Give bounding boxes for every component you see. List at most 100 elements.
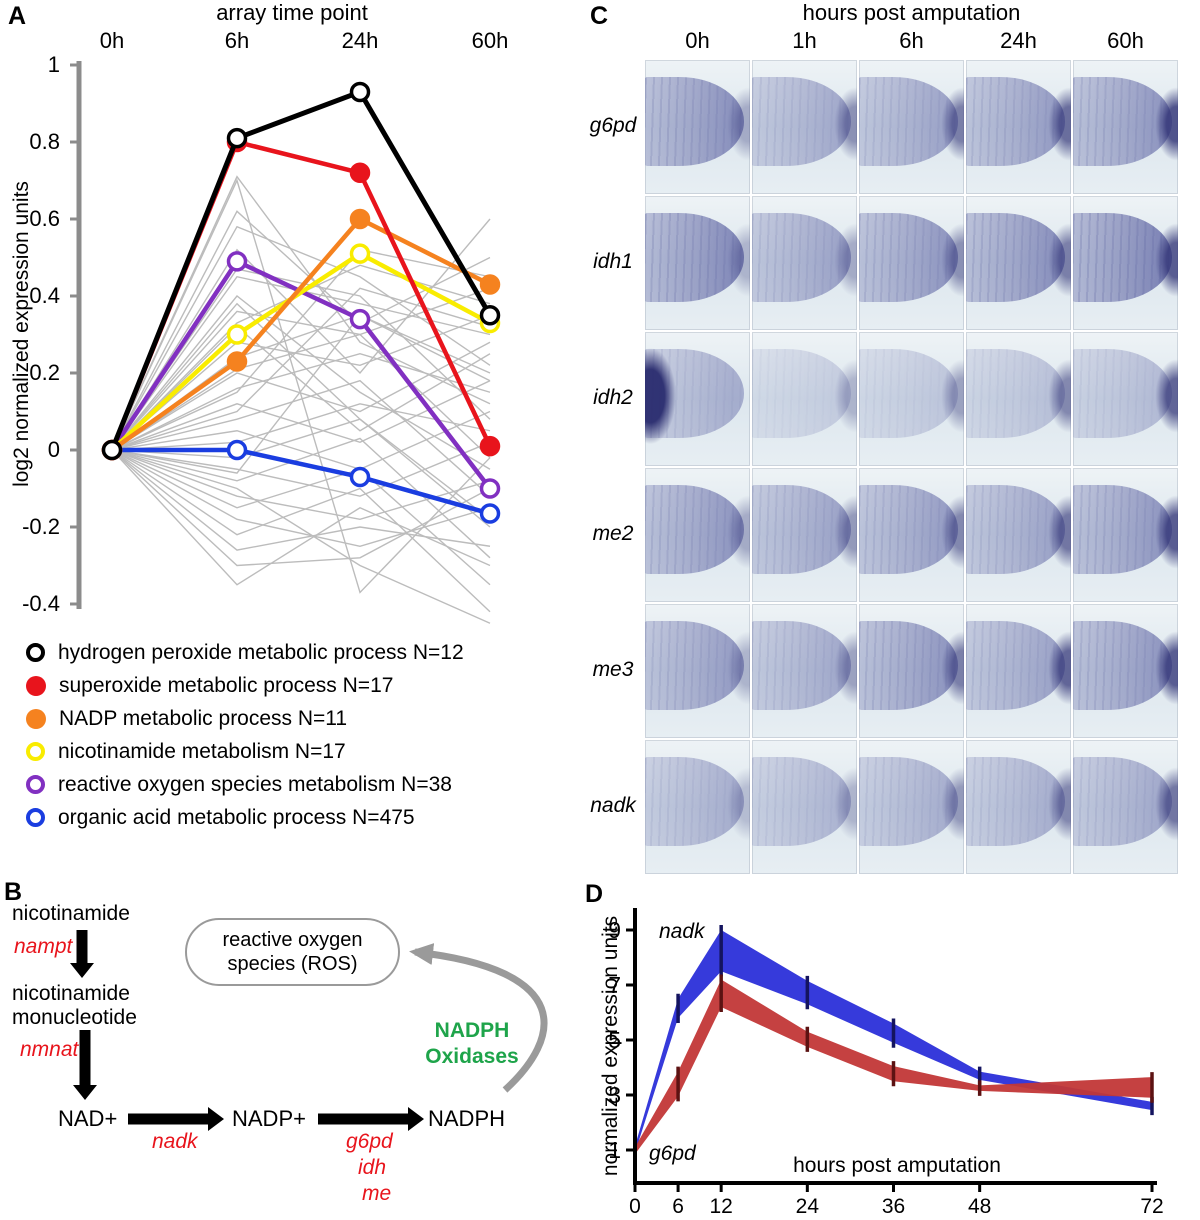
background-line (111, 449, 491, 547)
background-line (111, 314, 491, 474)
legend-marker-icon (26, 708, 46, 729)
specimen-image-idh1-6h (859, 196, 964, 330)
d-x-axis-label: hours post amputation (793, 1154, 1001, 1177)
d-axes: 9 7 5 3 1 0 6 12 24 36 48 72 (608, 908, 1164, 1218)
specimen-image-me2-1h (752, 468, 857, 602)
data-point-marker (226, 251, 248, 272)
background-line (111, 314, 491, 451)
background-line (111, 418, 491, 528)
legend-item: NADP metabolic process N=11 (26, 706, 464, 731)
legend-marker-icon (26, 643, 45, 662)
data-point-marker (226, 439, 248, 461)
a-x-tick-label: 24h (341, 28, 379, 53)
specimen-image-me2-0h (645, 468, 750, 602)
arrow-right-icon (128, 1107, 224, 1131)
legend-marker-icon (26, 808, 45, 827)
node-nmn-line2: monucleotide (12, 1006, 137, 1029)
fin-tissue (859, 349, 958, 438)
d-y-tick-label: 3 (608, 1082, 621, 1108)
d-x-tick-label: 48 (968, 1195, 991, 1218)
background-line (111, 437, 491, 559)
c-column-header: 0h (685, 28, 710, 53)
fin-tissue (752, 77, 851, 166)
background-line (111, 449, 491, 586)
background-line (111, 410, 491, 470)
a-top-axis-title: array time point (216, 0, 368, 25)
a-y-tick-label: 0.6 (29, 206, 60, 231)
gene-nampt: nampt (14, 935, 73, 958)
gene-me: me (362, 1182, 392, 1205)
fin-tissue (859, 213, 958, 302)
stain-blob (1139, 753, 1178, 856)
arrow-right-icon (318, 1107, 424, 1131)
a-y-tick-label: 0.4 (29, 283, 60, 308)
background-line (111, 379, 491, 497)
background-line (111, 353, 491, 451)
c-column-header: 1h (792, 28, 817, 53)
arrow-down-icon (73, 1030, 97, 1100)
fin-tissue (859, 757, 958, 846)
specimen-image-nadk-60h (1073, 740, 1178, 874)
background-line (111, 449, 491, 613)
data-point-marker (226, 324, 248, 345)
specimen-image-me3-1h (752, 604, 857, 738)
d-x-tick-label: 72 (1140, 1195, 1163, 1218)
fin-tissue (645, 213, 744, 302)
c-row-label-me3: me3 (592, 658, 634, 681)
background-line (111, 449, 491, 624)
gene-g6pd: g6pd (346, 1130, 393, 1153)
stain-blob (925, 753, 964, 856)
stain-blob (1032, 753, 1071, 856)
legend-marker-icon (26, 742, 45, 761)
annotation-g6pd: g6pd (649, 1142, 697, 1165)
specimen-image-idh1-60h (1073, 196, 1178, 330)
legend-marker-icon (26, 775, 45, 794)
legend-label: reactive oxygen species metabolism N=38 (58, 772, 452, 796)
node-nadph: NADPH (428, 1106, 506, 1131)
background-line (111, 341, 491, 451)
c-title: hours post amputation (802, 0, 1021, 25)
legend-item: organic acid metabolic process N=475 (26, 805, 464, 830)
stain-blob (1139, 617, 1178, 720)
stain-blob (711, 481, 750, 584)
gene-nadk: nadk (152, 1130, 198, 1153)
c-row-label-idh1: idh1 (593, 250, 633, 273)
stain-blob (1032, 345, 1071, 448)
oxidases-line2: Oxidases (425, 1045, 519, 1068)
stain-blob (818, 209, 857, 312)
specimen-image-nadk-1h (752, 740, 857, 874)
background-line (111, 449, 491, 567)
stain-blob (1032, 617, 1071, 720)
specimen-image-me3-60h (1073, 604, 1178, 738)
b-pathway-arrows (70, 930, 548, 1131)
specimen-image-me2-60h (1073, 468, 1178, 602)
a-y-tick-label: 0.8 (29, 129, 60, 154)
panel-c-label: C (590, 2, 609, 30)
specimen-image-g6pd-0h (645, 60, 750, 194)
c-column-header: 6h (899, 28, 924, 53)
arrow-down-icon (70, 930, 94, 978)
specimen-image-idh1-0h (645, 196, 750, 330)
data-point-marker (479, 503, 501, 524)
ros-box: reactive oxygen species (ROS) (185, 918, 400, 986)
c-row-label-idh2: idh2 (593, 386, 633, 409)
data-point-marker (349, 466, 371, 488)
stain-blob (925, 617, 964, 720)
specimen-image-g6pd-24h (966, 60, 1071, 194)
a-x-tick-label: 60h (471, 28, 509, 53)
legend-item: superoxide metabolic process N=17 (26, 673, 464, 698)
c-row-label-me2: me2 (592, 522, 634, 545)
a-x-tick-label: 0h (99, 28, 125, 53)
specimen-image-g6pd-60h (1073, 60, 1178, 194)
legend-label: NADP metabolic process N=11 (59, 706, 348, 730)
stain-blob (711, 617, 750, 720)
stain-blob (925, 73, 964, 176)
data-point-marker (349, 162, 371, 184)
data-point-marker (479, 478, 501, 499)
stain-blob (925, 345, 964, 448)
data-point-marker (349, 208, 371, 230)
stain-blob (1139, 73, 1178, 176)
specimen-image-idh2-24h (966, 332, 1071, 466)
fin-tissue (645, 757, 744, 846)
